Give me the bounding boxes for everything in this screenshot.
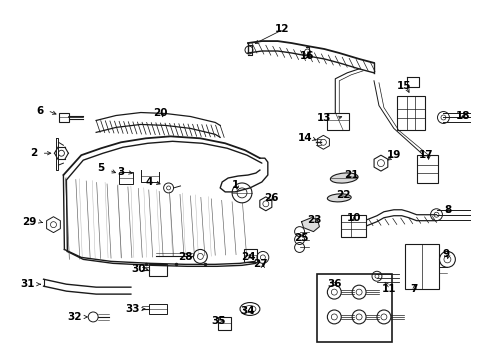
Text: 5: 5 — [97, 163, 104, 173]
Text: 14: 14 — [298, 133, 312, 143]
Text: 1: 1 — [231, 180, 238, 190]
Text: 2: 2 — [30, 148, 37, 158]
Text: 19: 19 — [386, 150, 400, 160]
Bar — [218, 317, 231, 330]
Text: 34: 34 — [240, 306, 255, 316]
Text: 20: 20 — [153, 108, 167, 117]
Polygon shape — [301, 218, 319, 231]
Text: 31: 31 — [20, 279, 35, 289]
Bar — [416, 155, 438, 183]
Text: 24: 24 — [240, 252, 255, 262]
Text: 35: 35 — [210, 316, 225, 326]
Text: 18: 18 — [455, 111, 469, 121]
Text: 23: 23 — [306, 215, 321, 225]
Text: 15: 15 — [396, 81, 410, 91]
Text: 10: 10 — [346, 213, 361, 223]
Text: 27: 27 — [253, 259, 267, 269]
Text: 33: 33 — [125, 304, 140, 314]
Text: 29: 29 — [22, 217, 37, 227]
Bar — [148, 264, 166, 276]
Bar — [404, 244, 439, 289]
Bar — [244, 249, 256, 262]
Text: 12: 12 — [274, 24, 288, 34]
Bar — [148, 304, 166, 314]
Bar — [119, 172, 133, 184]
Ellipse shape — [326, 194, 350, 202]
Text: 26: 26 — [264, 193, 279, 203]
Text: 25: 25 — [294, 233, 308, 243]
Bar — [326, 113, 348, 130]
Text: 22: 22 — [335, 190, 350, 200]
Text: 6: 6 — [36, 105, 43, 116]
Text: 30: 30 — [131, 264, 146, 274]
Text: 4: 4 — [145, 177, 152, 187]
Bar — [396, 96, 424, 130]
Text: 9: 9 — [442, 249, 449, 260]
Bar — [60, 113, 69, 122]
Text: 21: 21 — [343, 170, 358, 180]
Bar — [317, 274, 391, 342]
Text: 16: 16 — [300, 51, 314, 61]
Text: 28: 28 — [178, 252, 192, 262]
Text: 32: 32 — [67, 312, 81, 322]
Text: 3: 3 — [117, 167, 124, 177]
Text: 13: 13 — [317, 113, 331, 123]
Text: 17: 17 — [418, 150, 433, 160]
Text: 7: 7 — [409, 284, 417, 294]
Bar — [341, 215, 366, 237]
Text: 8: 8 — [444, 205, 451, 215]
Ellipse shape — [330, 173, 357, 183]
Text: 11: 11 — [381, 284, 395, 294]
Text: 36: 36 — [326, 279, 341, 289]
